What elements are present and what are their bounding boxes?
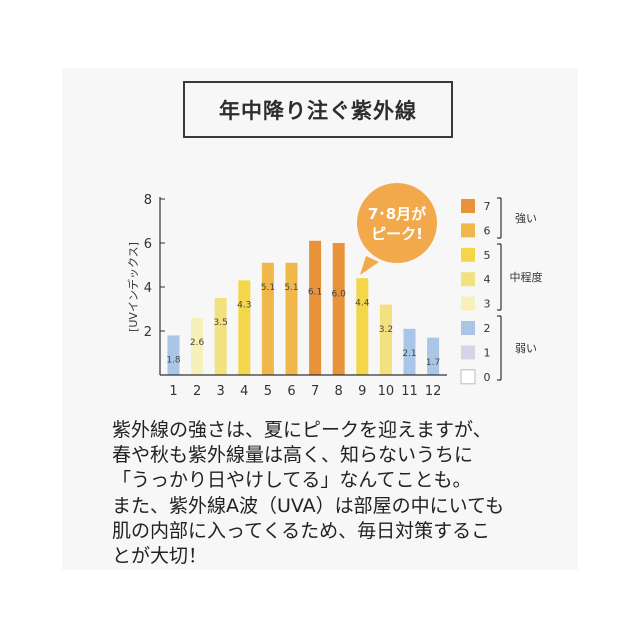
legend-level-label: 0: [484, 371, 491, 384]
legend-swatch-2: [461, 321, 475, 335]
legend-swatch-3: [461, 296, 475, 311]
page-title: 年中降り注ぐ紫外線: [219, 98, 417, 123]
bar-11: [403, 328, 416, 375]
legend-level-label: 7: [484, 200, 491, 213]
description-line: また、紫外線A波（UVA）は部屋の中にいても: [112, 494, 505, 517]
legend-group-label: 強い: [515, 212, 537, 225]
data-label: 4.4: [355, 298, 370, 308]
bar-12: [427, 337, 440, 375]
data-label: 6.1: [308, 287, 322, 297]
description-line: 肌の内部に入ってくるため、毎日対策するこ: [112, 519, 491, 542]
x-tick-label: 7: [311, 384, 319, 399]
x-tick-label: 12: [425, 384, 442, 399]
x-tick-label: 3: [217, 384, 225, 399]
bar-10: [379, 304, 392, 375]
y-axis-label: [UVインデックス]: [126, 242, 140, 332]
callout-tail: [360, 256, 379, 275]
description-line: 紫外線の強さは、夏にピークを迎えますが、: [112, 419, 492, 441]
legend-swatch-0: [460, 369, 476, 385]
data-label: 1.8: [166, 356, 181, 366]
bar-8: [332, 243, 345, 375]
x-tick-label: 4: [240, 384, 248, 399]
legend-level-label: 1: [484, 346, 491, 359]
data-label: 1.7: [426, 358, 440, 368]
bar-2: [191, 317, 204, 375]
y-tick-label: 8: [144, 193, 152, 208]
x-tick-label: 11: [401, 384, 418, 399]
description-line: 春や秋も紫外線量は高く、知らないうちに: [112, 444, 474, 467]
callout-line-1: 7･8月が: [368, 205, 427, 223]
legend-level-label: 6: [484, 224, 491, 237]
legend-level-label: 4: [484, 273, 491, 286]
y-tick-label: 4: [144, 281, 152, 296]
data-label: 5.1: [261, 283, 275, 293]
x-tick-label: 5: [264, 384, 272, 399]
legend-level-label: 3: [484, 298, 491, 311]
bar-5: [261, 262, 274, 375]
data-label: 3.5: [214, 318, 228, 328]
y-tick-label: 2: [144, 325, 152, 340]
bars: 1.8 2.6 3.5 4.3 5.1 5.1 6.1 6.0 4.4 3.2 2.1 1.7: [166, 240, 440, 375]
legend-swatch-6: [461, 223, 475, 238]
title-box: 年中降り注ぐ紫外線: [183, 81, 453, 138]
y-tick-label: 6: [144, 237, 152, 252]
callout-line-2: ピーク!: [371, 225, 423, 243]
legend-swatch-1: [461, 345, 475, 360]
bar-6: [285, 262, 298, 375]
legend-swatch-5: [461, 247, 475, 262]
bar-1: [167, 335, 180, 375]
legend-level-label: 5: [484, 249, 491, 262]
bar-4: [238, 280, 251, 375]
x-tick-label: 2: [193, 384, 201, 399]
legend-swatch-7: [461, 199, 475, 213]
description: 紫外線の強さは、夏にピークを迎えますが、 春や秋も紫外線量は高く、知らないうちに…: [112, 418, 552, 569]
bar-3: [214, 298, 227, 375]
data-label: 2.1: [402, 349, 416, 359]
legend-group-label: 弱い: [515, 342, 537, 355]
legend-group-label: 中程度: [510, 270, 543, 284]
x-tick-label: 1: [169, 384, 177, 399]
x-tick-label: 6: [287, 384, 295, 399]
bar-9: [356, 278, 369, 375]
data-label: 3.2: [379, 325, 393, 335]
x-tick-label: 10: [378, 384, 395, 399]
bar-7: [309, 240, 322, 375]
data-label: 2.6: [190, 338, 205, 348]
description-line: 「うっかり日やけしてる」なんてことも。: [112, 469, 472, 492]
x-tick-label: 9: [358, 384, 366, 399]
description-line: とが大切！: [112, 545, 208, 568]
data-label: 5.1: [284, 283, 298, 293]
callout-bubble: [357, 183, 437, 263]
x-tick-label: 8: [335, 384, 343, 399]
legend-level-label: 2: [484, 322, 491, 335]
legend-swatch-4: [461, 272, 475, 287]
data-label: 4.3: [237, 301, 251, 311]
data-label: 6.0: [332, 290, 347, 300]
